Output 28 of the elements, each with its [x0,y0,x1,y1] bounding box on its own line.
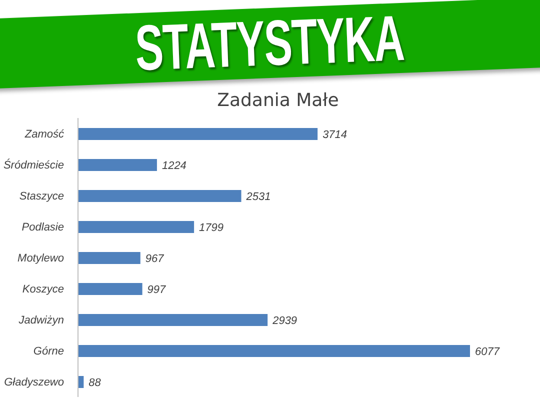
data-label: 2531 [245,190,271,203]
data-label: 1224 [162,160,186,172]
bar [78,221,194,233]
bar [78,159,157,171]
data-label: 88 [88,376,102,389]
bar [78,345,470,357]
y-tick-label: Gładyszewo [4,376,64,388]
data-label: 1799 [199,222,224,234]
data-label: 2939 [272,314,298,327]
data-label: 3714 [322,128,348,141]
bar [78,190,242,202]
y-tick-label: Podlasie [22,221,64,234]
chart-subtitle: Zadania Małe [216,90,340,111]
chart-title: STATYSTYKA [134,2,406,84]
data-label: 967 [145,252,165,265]
y-tick-label: Koszyce [22,283,64,296]
y-tick-label: Zamość [24,128,64,140]
y-tick-label: Staszyce [19,190,64,202]
bar [78,252,140,264]
bar [78,314,268,326]
y-tick-label: Motylewo [18,252,64,264]
y-tick-label: Górne [33,345,64,358]
y-tick-label: Śródmieście [3,158,64,172]
data-label: 6077 [475,346,500,358]
bar [78,128,318,140]
y-tick-label: Jadwiżyn [18,314,64,326]
data-label: 997 [147,284,167,296]
bar [78,283,142,295]
